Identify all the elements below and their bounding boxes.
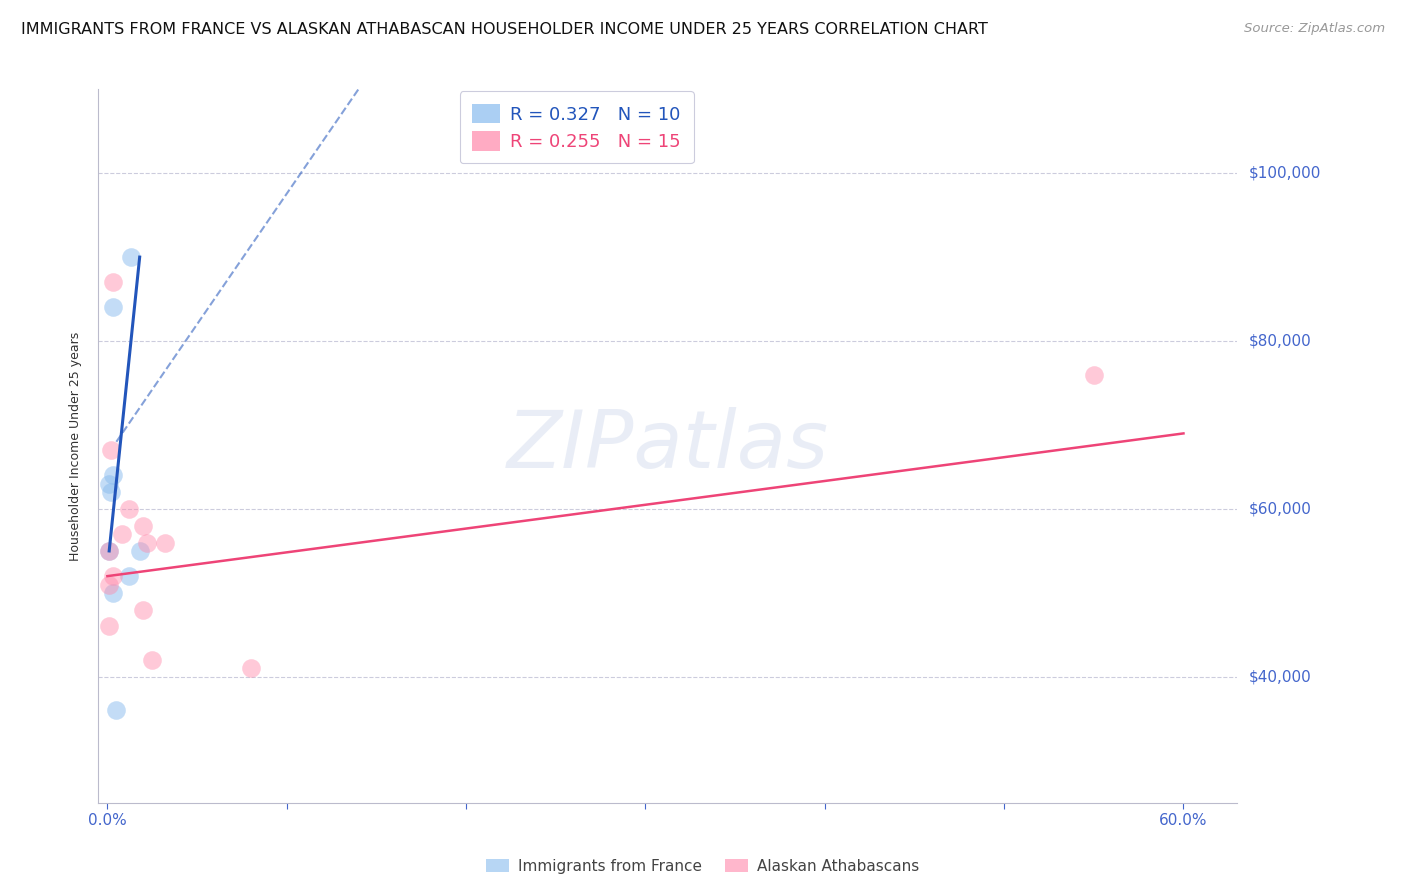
Point <box>135 535 157 549</box>
Point <box>101 275 124 289</box>
Point <box>98 476 121 491</box>
Y-axis label: Householder Income Under 25 years: Householder Income Under 25 years <box>69 331 83 561</box>
Text: $80,000: $80,000 <box>1249 334 1312 349</box>
Text: $60,000: $60,000 <box>1249 501 1312 516</box>
Point <box>101 468 124 483</box>
Point <box>128 544 150 558</box>
Point <box>105 703 128 717</box>
Point <box>118 569 141 583</box>
Text: ZIPatlas: ZIPatlas <box>506 407 830 485</box>
Point <box>153 535 176 549</box>
Point <box>98 544 121 558</box>
Text: $100,000: $100,000 <box>1249 166 1320 181</box>
Point <box>98 577 121 591</box>
Point <box>118 502 141 516</box>
Point <box>132 603 155 617</box>
Text: IMMIGRANTS FROM FRANCE VS ALASKAN ATHABASCAN HOUSEHOLDER INCOME UNDER 25 YEARS C: IMMIGRANTS FROM FRANCE VS ALASKAN ATHABA… <box>21 22 988 37</box>
Point <box>132 518 155 533</box>
Point <box>101 569 124 583</box>
Point <box>101 586 124 600</box>
Point <box>1083 368 1105 382</box>
Legend: Immigrants from France, Alaskan Athabascans: Immigrants from France, Alaskan Athabasc… <box>481 853 925 880</box>
Point <box>100 485 122 500</box>
Text: $40,000: $40,000 <box>1249 669 1312 684</box>
Point <box>120 250 142 264</box>
Point <box>98 619 121 633</box>
Point <box>100 443 122 458</box>
Point <box>101 301 124 315</box>
Text: Source: ZipAtlas.com: Source: ZipAtlas.com <box>1244 22 1385 36</box>
Legend: R = 0.327   N = 10, R = 0.255   N = 15: R = 0.327 N = 10, R = 0.255 N = 15 <box>460 91 693 163</box>
Point <box>239 661 262 675</box>
Point <box>141 653 163 667</box>
Point <box>98 544 121 558</box>
Point <box>111 527 134 541</box>
